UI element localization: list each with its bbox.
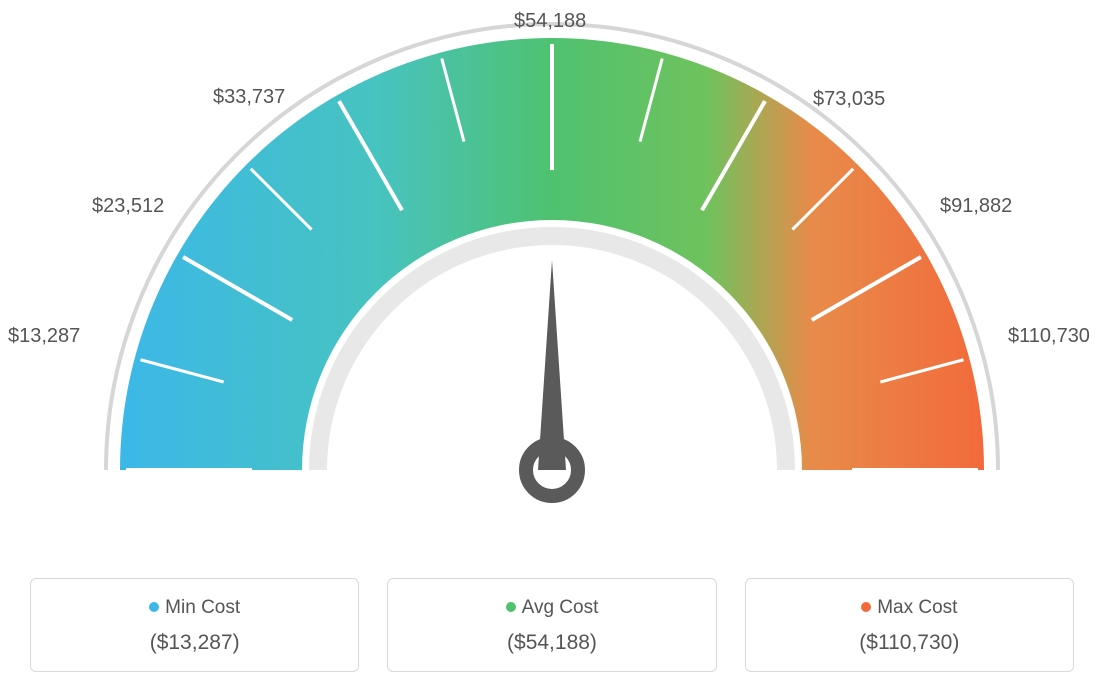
max-cost-card: Max Cost ($110,730) xyxy=(745,578,1074,672)
gauge-tick-label: $13,287 xyxy=(8,325,80,348)
cost-gauge-widget: $13,287 $23,512 $33,737 $54,188 $73,035 $91,8… xyxy=(0,0,1104,690)
avg-cost-label: Avg Cost xyxy=(522,597,599,618)
gauge-tick-label: $73,035 xyxy=(813,88,885,111)
max-cost-label: Max Cost xyxy=(877,597,957,618)
max-dot-icon xyxy=(861,602,871,612)
gauge-tick-label: $54,188 xyxy=(514,10,586,33)
min-cost-card: Min Cost ($13,287) xyxy=(30,578,359,672)
gauge-tick-label: $33,737 xyxy=(213,86,285,109)
gauge-chart: $13,287 $23,512 $33,737 $54,188 $73,035 $91,8… xyxy=(0,0,1104,540)
min-cost-value: ($13,287) xyxy=(41,631,348,655)
max-cost-value: ($110,730) xyxy=(756,631,1063,655)
avg-cost-value: ($54,188) xyxy=(398,631,705,655)
avg-cost-card: Avg Cost ($54,188) xyxy=(387,578,716,672)
gauge-tick-label: $23,512 xyxy=(92,195,164,218)
summary-cards: Min Cost ($13,287) Avg Cost ($54,188) Ma… xyxy=(30,578,1074,672)
min-cost-label: Min Cost xyxy=(165,597,240,618)
max-cost-title: Max Cost xyxy=(756,597,1063,619)
avg-dot-icon xyxy=(506,602,516,612)
gauge-tick-label: $110,730 xyxy=(1008,325,1090,348)
min-dot-icon xyxy=(149,602,159,612)
gauge-needle xyxy=(526,260,578,496)
avg-cost-title: Avg Cost xyxy=(398,597,705,619)
min-cost-title: Min Cost xyxy=(41,597,348,619)
gauge-tick-label: $91,882 xyxy=(940,195,1012,218)
gauge-svg xyxy=(0,0,1104,540)
